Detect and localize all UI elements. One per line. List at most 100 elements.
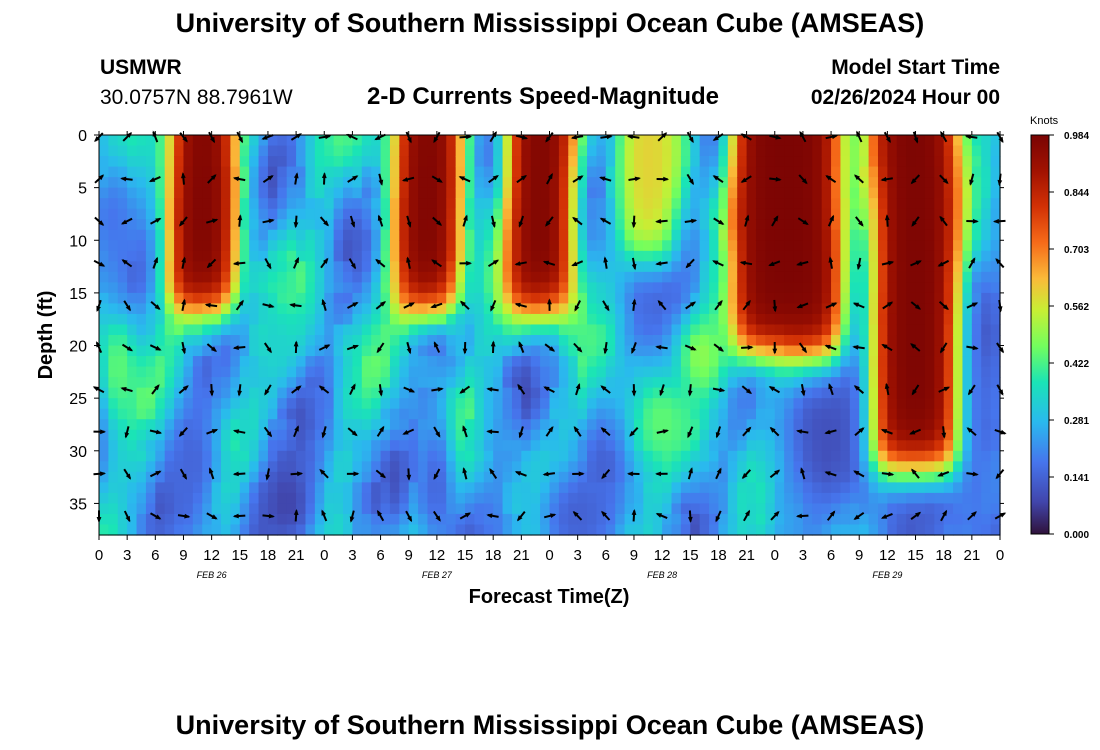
heatmap-cell xyxy=(962,166,973,178)
heatmap-cell xyxy=(540,471,551,483)
colorbar-tick-label: 0.000 xyxy=(1064,530,1089,541)
heatmap-cell xyxy=(418,313,429,326)
heatmap-cell xyxy=(605,303,616,315)
heatmap-cell xyxy=(699,156,710,168)
heatmap-cell xyxy=(239,303,250,315)
heatmap-cell xyxy=(915,419,926,431)
heatmap-cell xyxy=(568,282,579,294)
current-arrow xyxy=(349,510,355,523)
heatmap-cell xyxy=(418,250,429,262)
current-arrow xyxy=(150,512,162,520)
heatmap-cell xyxy=(474,408,485,420)
heatmap-cell xyxy=(418,440,429,452)
heatmap-cell xyxy=(117,513,128,526)
heatmap-cell xyxy=(436,398,447,410)
heatmap-cell xyxy=(690,198,701,210)
heatmap-cell xyxy=(802,282,813,294)
heatmap-cell xyxy=(380,282,391,294)
heatmap-cell xyxy=(436,324,447,336)
heatmap-cell xyxy=(943,356,954,368)
heatmap-cell xyxy=(371,524,382,536)
current-arrow xyxy=(545,132,554,143)
heatmap-cell xyxy=(671,208,682,220)
heatmap-cell xyxy=(727,219,738,231)
heatmap-cell xyxy=(399,145,410,157)
heatmap-cell xyxy=(605,482,616,494)
heatmap-cell xyxy=(314,356,325,368)
heatmap-cell xyxy=(155,356,166,368)
heatmap-cell xyxy=(596,303,607,315)
heatmap-cell xyxy=(117,198,128,210)
heatmap-cell xyxy=(540,145,551,157)
heatmap-cell xyxy=(596,387,607,399)
heatmap-cell xyxy=(174,166,185,178)
current-arrow xyxy=(656,176,670,182)
heatmap-cell xyxy=(558,482,569,494)
heatmap-cell xyxy=(399,208,410,220)
heatmap-cell xyxy=(521,240,532,252)
heatmap-cell xyxy=(183,419,194,431)
heatmap-cell xyxy=(737,198,748,210)
heatmap-cell xyxy=(953,387,964,399)
heatmap-cell xyxy=(765,229,776,241)
heatmap-cell xyxy=(680,208,691,220)
heatmap-cell xyxy=(502,145,513,157)
heatmap-cell xyxy=(427,313,438,326)
heatmap-cell xyxy=(624,166,635,178)
heatmap-cell xyxy=(530,408,541,420)
heatmap-cell xyxy=(596,261,607,273)
heatmap-cell xyxy=(277,282,288,294)
heatmap-cell xyxy=(427,513,438,526)
heatmap-cell xyxy=(493,503,504,515)
heatmap-cell xyxy=(389,145,400,157)
heatmap-cell xyxy=(793,198,804,210)
heatmap-cell xyxy=(690,440,701,452)
heatmap-cell xyxy=(296,229,307,241)
heatmap-cell xyxy=(971,524,982,536)
heatmap-cell xyxy=(549,187,560,199)
heatmap-cell xyxy=(624,450,635,462)
heatmap-cell xyxy=(718,492,729,505)
heatmap-cell xyxy=(793,471,804,483)
heatmap-cell xyxy=(709,282,720,294)
heatmap-cell xyxy=(568,387,579,399)
heatmap-cell xyxy=(305,503,316,515)
heatmap-cell xyxy=(924,440,935,452)
heatmap-cell xyxy=(427,503,438,515)
heatmap-cell xyxy=(662,282,673,294)
heatmap-cell xyxy=(427,377,438,389)
heatmap-cell xyxy=(333,303,344,315)
heatmap-cell xyxy=(859,429,870,441)
heatmap-cell xyxy=(774,324,785,336)
heatmap-cell xyxy=(352,166,363,178)
heatmap-cell xyxy=(427,366,438,378)
heatmap-cell xyxy=(849,408,860,420)
heatmap-cell xyxy=(502,135,513,147)
heatmap-cell xyxy=(418,377,429,389)
heatmap-cell xyxy=(887,345,898,357)
current-arrow xyxy=(490,340,496,354)
heatmap-cell xyxy=(296,461,307,473)
heatmap-cell xyxy=(755,482,766,494)
heatmap-cell xyxy=(418,303,429,315)
heatmap-cell xyxy=(615,482,626,494)
heatmap-cell xyxy=(174,419,185,431)
current-arrow xyxy=(881,260,895,266)
heatmap-cell xyxy=(249,335,260,347)
heatmap-cell xyxy=(784,324,795,336)
heatmap-cell xyxy=(267,166,278,178)
heatmap-cell xyxy=(183,513,194,526)
heatmap-cell xyxy=(211,177,222,189)
current-arrow xyxy=(377,214,384,227)
heatmap-cell xyxy=(192,240,203,252)
heatmap-cell xyxy=(990,198,1001,210)
heatmap-cell xyxy=(183,282,194,294)
heatmap-cell xyxy=(296,345,307,357)
heatmap-cell xyxy=(446,419,457,431)
heatmap-cell xyxy=(699,377,710,389)
heatmap-cell xyxy=(849,366,860,378)
heatmap-cell xyxy=(596,450,607,462)
heatmap-cell xyxy=(596,377,607,389)
heatmap-cell xyxy=(746,387,757,399)
heatmap-cell xyxy=(662,356,673,368)
